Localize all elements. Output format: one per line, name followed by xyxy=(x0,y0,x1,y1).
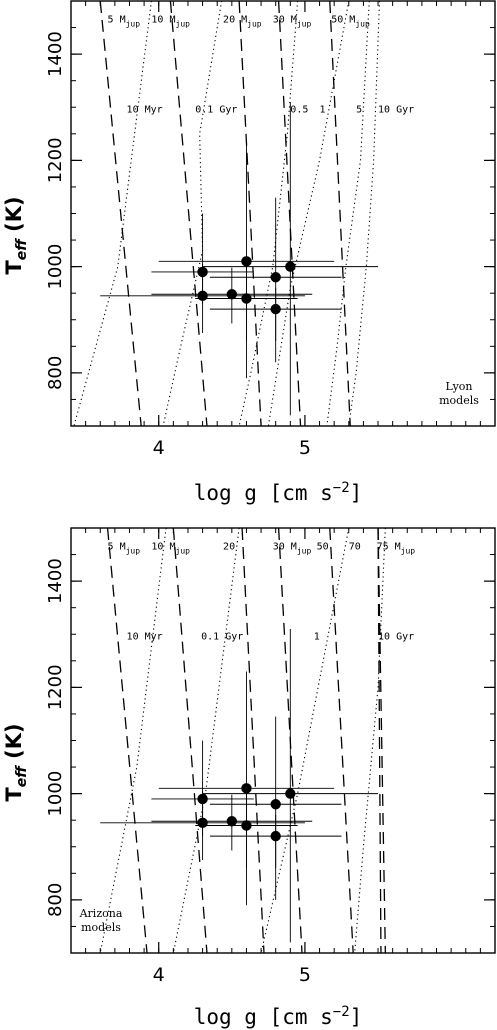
x-axis-label: log g [cm s−2] xyxy=(194,480,363,505)
mass-track-line xyxy=(238,1,262,426)
x-tick-label: 4 xyxy=(153,964,165,986)
mass-track-line xyxy=(277,1,302,426)
isochrone-label: 0.1 Gyr xyxy=(195,105,237,116)
isochrone-line xyxy=(172,528,240,953)
isochrone-label: 0.1 Gyr xyxy=(201,632,243,643)
isochrone-line xyxy=(238,1,299,426)
mass-track-line xyxy=(99,1,142,426)
isochrone-line xyxy=(354,528,386,953)
data-point xyxy=(270,830,281,842)
data-point xyxy=(226,289,238,300)
mass-label: 20 Mjup xyxy=(223,14,262,28)
isochrone-label: 10 Gyr xyxy=(378,632,414,643)
data-point xyxy=(197,266,208,278)
data-point xyxy=(241,820,252,831)
mass-label: 50 xyxy=(317,541,329,552)
y-tick-label: 1400 xyxy=(45,558,66,604)
plot-frame xyxy=(70,527,496,954)
mass-label: 30 Mjup xyxy=(273,14,312,28)
mass-track-line xyxy=(329,528,354,953)
isochrone-label: 0.5 xyxy=(290,105,308,116)
data-point xyxy=(285,788,296,799)
data-point xyxy=(270,799,281,810)
mass-label: 75 Mjup xyxy=(377,541,416,555)
data-point xyxy=(270,272,281,283)
mass-track-line xyxy=(377,528,386,953)
model-label: Arizona xyxy=(79,907,123,920)
isochrone-label: 10 Gyr xyxy=(378,105,414,116)
model-label: Lyon xyxy=(445,380,472,393)
y-tick-label: 1000 xyxy=(45,244,66,290)
x-axis-label: log g [cm s−2] xyxy=(194,1004,363,1029)
isochrone-label: 10 Myr xyxy=(127,632,163,643)
y-tick-label: 1400 xyxy=(45,31,66,77)
mass-label: 5 Mjup xyxy=(108,14,141,28)
chart-panel-1: 5 Mjup 10 Mjup 20 Mjup 30 Mjup 50 Mjup 10 Myr… xyxy=(2,0,496,505)
data-point xyxy=(241,256,252,267)
mass-label: 70 xyxy=(349,541,361,552)
mass-label: 10 Mjup xyxy=(151,541,190,555)
isochrone-line xyxy=(73,1,152,426)
mass-track-line xyxy=(377,528,382,953)
plot-area: 5 Mjup 10 Mjup 20 Mjup 30 Mjup 50 Mjup 10 Myr… xyxy=(73,1,414,426)
mass-label: 20 xyxy=(223,541,235,552)
data-point xyxy=(270,303,281,315)
mass-label: 5 Mjup xyxy=(108,541,141,555)
x-tick-label: 5 xyxy=(299,437,311,459)
data-point xyxy=(241,783,252,794)
plot-area: 5 Mjup 10 Mjup 20 30 Mjup 50 70 75 Mjup 10 Myr 0… xyxy=(99,528,416,953)
y-tick-label: 800 xyxy=(45,883,66,917)
x-tick-label: 4 xyxy=(153,437,165,459)
data-point xyxy=(241,293,252,304)
data-point xyxy=(197,817,208,829)
y-axis-label: Teff (K) xyxy=(2,723,30,801)
mass-track-line xyxy=(329,1,351,426)
x-tick-label: 5 xyxy=(299,964,311,986)
isochrone-line xyxy=(260,528,350,953)
isochrone-line xyxy=(326,1,370,426)
isochrone-line xyxy=(162,1,223,426)
isochrone-line xyxy=(348,1,381,426)
mass-track-line xyxy=(172,528,208,953)
isochrone-label: 1 xyxy=(314,632,320,643)
mass-label: 30 Mjup xyxy=(273,541,312,555)
y-tick-label: 1200 xyxy=(45,137,66,183)
isochrone-label: 5 xyxy=(356,105,362,116)
data-point xyxy=(226,816,238,827)
chart-panel-2: 5 Mjup 10 Mjup 20 30 Mjup 50 70 75 Mjup 10 Myr 0… xyxy=(2,527,496,1029)
y-tick-label: 1000 xyxy=(45,771,66,817)
mass-track-line xyxy=(106,528,148,953)
isochrone-label: 1 xyxy=(320,105,326,116)
mass-label: 10 Mjup xyxy=(151,14,190,28)
data-point xyxy=(197,793,208,805)
model-label: models xyxy=(439,394,479,407)
mass-track-line xyxy=(241,528,265,953)
model-label: models xyxy=(81,921,121,934)
data-point xyxy=(285,261,296,272)
y-tick-label: 800 xyxy=(45,356,66,390)
mass-label: 50 Mjup xyxy=(331,14,370,28)
mass-track-line xyxy=(169,1,208,426)
isochrone-line xyxy=(99,528,167,953)
data-point xyxy=(197,290,208,302)
y-tick-label: 1200 xyxy=(45,664,66,710)
y-axis-label: Teff (K) xyxy=(2,196,30,274)
isochrone-label: 10 Myr xyxy=(127,105,163,116)
isochrone-line xyxy=(267,1,350,426)
